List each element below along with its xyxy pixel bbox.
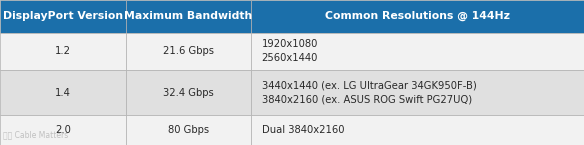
Bar	[126, 115, 251, 145]
Text: 1.2: 1.2	[55, 46, 71, 56]
Bar	[0, 70, 126, 115]
Bar	[126, 33, 251, 70]
Bar	[251, 70, 584, 115]
Bar	[126, 0, 251, 33]
Text: 1.4: 1.4	[55, 88, 71, 97]
Text: Maximum Bandwidth: Maximum Bandwidth	[124, 11, 252, 21]
Text: Dual 3840x2160: Dual 3840x2160	[262, 125, 344, 135]
Bar	[126, 70, 251, 115]
Text: 21.6 Gbps: 21.6 Gbps	[163, 46, 214, 56]
Bar	[0, 115, 126, 145]
Text: 2.0: 2.0	[55, 125, 71, 135]
Text: Common Resolutions @ 144Hz: Common Resolutions @ 144Hz	[325, 11, 510, 21]
Text: 32.4 Gbps: 32.4 Gbps	[163, 88, 214, 97]
Text: 3440x1440 (ex. LG UltraGear 34GK950F-B)
3840x2160 (ex. ASUS ROG Swift PG27UQ): 3440x1440 (ex. LG UltraGear 34GK950F-B) …	[262, 80, 477, 105]
Bar	[0, 33, 126, 70]
Text: 1920x1080
2560x1440: 1920x1080 2560x1440	[262, 39, 318, 63]
Text: 80 Gbps: 80 Gbps	[168, 125, 209, 135]
Bar	[0, 0, 126, 33]
Text: DisplayPort Version: DisplayPort Version	[3, 11, 123, 21]
Bar	[251, 33, 584, 70]
Text: ⓈⒸ Cable Matters: ⓈⒸ Cable Matters	[3, 130, 68, 139]
Bar	[251, 115, 584, 145]
Bar	[251, 0, 584, 33]
